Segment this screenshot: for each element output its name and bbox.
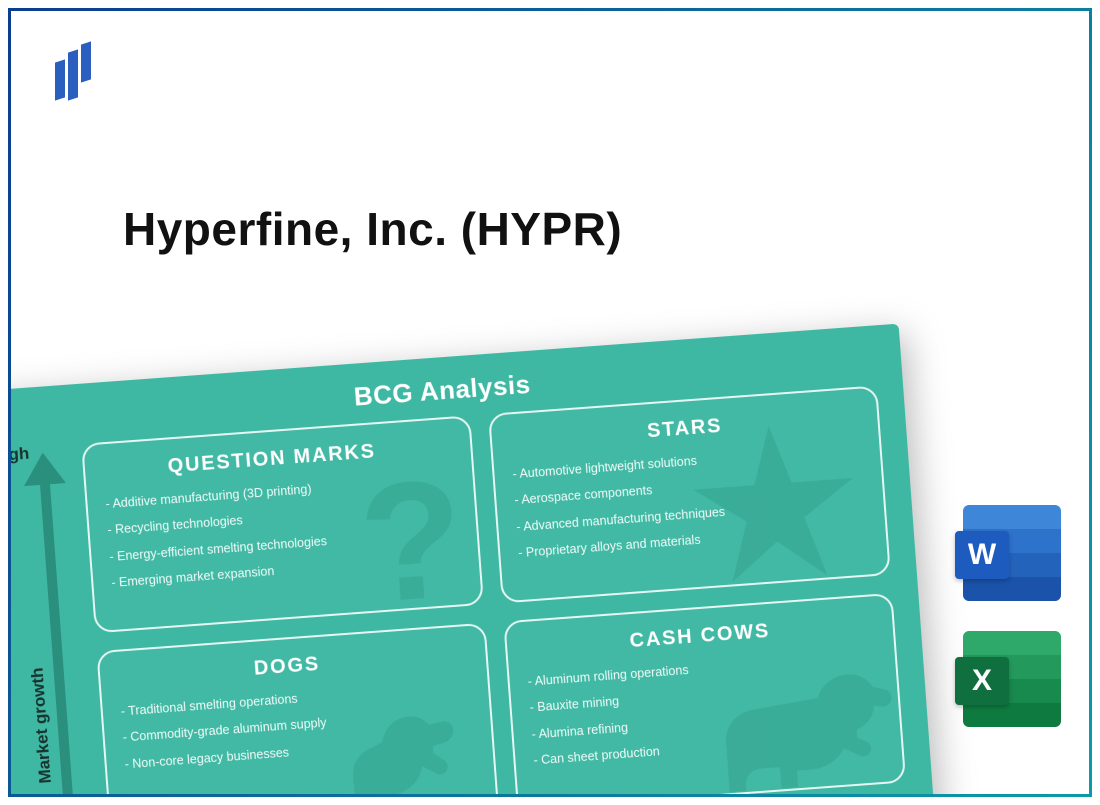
excel-icon[interactable]: X [963,631,1061,727]
content-frame: Hyperfine, Inc. (HYPR) BCG Analysis igh … [8,8,1092,797]
star-icon [683,413,865,595]
excel-letter: X [972,664,992,698]
question-mark-icon: ? [354,441,470,633]
dog-icon [321,700,479,797]
quadrant-cash-cows: CASH COWS Aluminum rolling operationsBau… [503,593,906,797]
page-title: Hyperfine, Inc. (HYPR) [123,202,622,256]
y-axis-arrow [20,451,90,797]
word-icon[interactable]: W [963,505,1061,601]
word-letter: W [968,538,996,572]
bcg-matrix: BCG Analysis igh Market growth ? QUESTIO… [8,324,942,797]
quadrant-dogs: DOGS Traditional smelting operationsComm… [96,623,499,797]
matrix-title: BCG Analysis [353,369,532,413]
quadrant-stars: STARS Automotive lightweight solutionsAe… [488,385,891,603]
quadrant-question-marks: ? QUESTION MARKS Additive manufacturing … [81,415,484,633]
cow-icon [701,657,900,797]
